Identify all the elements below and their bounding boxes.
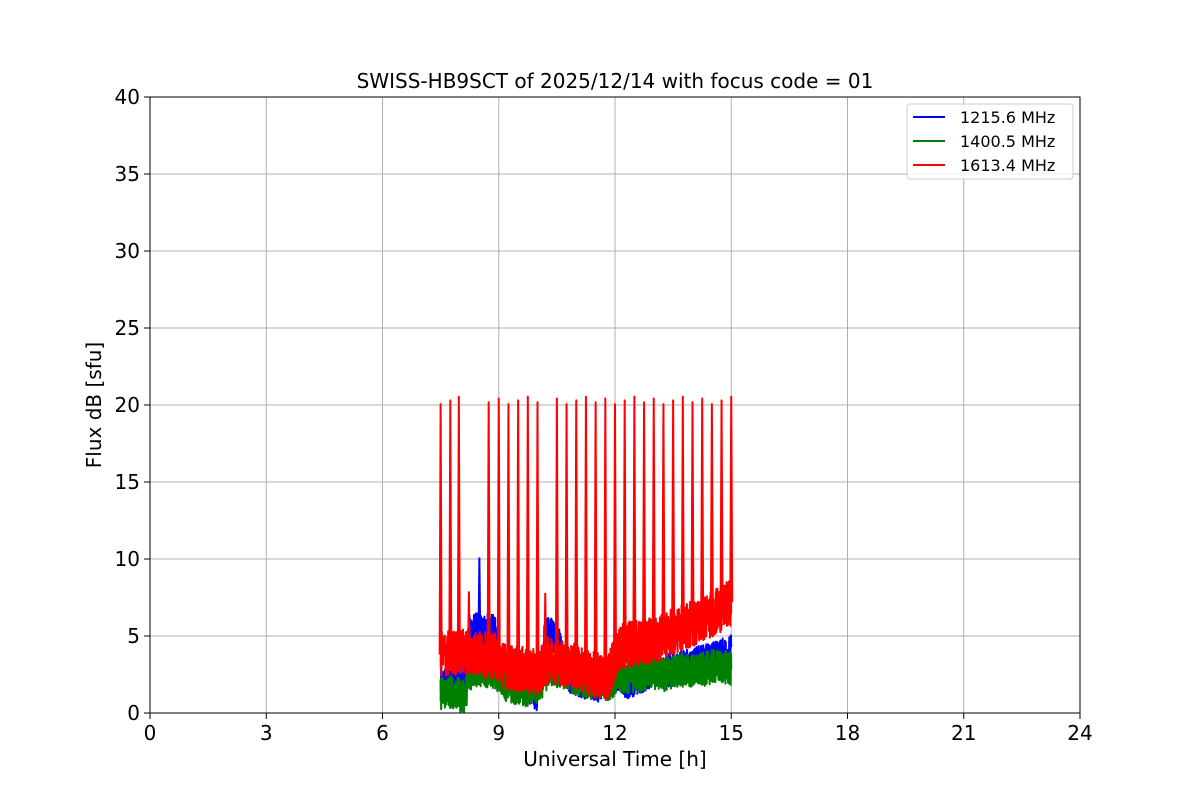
series-spike-1613: [564, 403, 569, 665]
series-spike-1613: [680, 395, 685, 628]
y-tick-label: 30: [115, 239, 140, 263]
series-spike-1613: [642, 401, 647, 643]
series-spike-1613: [506, 403, 511, 668]
series-layer: [438, 395, 734, 714]
series-peak-1613: [467, 591, 471, 653]
series-spike-1613: [525, 395, 530, 672]
x-tick-label: 3: [260, 721, 273, 745]
x-tick-label: 0: [144, 721, 157, 745]
y-tick-label: 10: [115, 547, 140, 571]
series-spike-1613: [622, 399, 627, 647]
series-spike-1613: [593, 401, 598, 676]
x-tick-label: 21: [951, 721, 976, 745]
x-tick-label: 15: [719, 721, 744, 745]
series-spike-1613: [613, 403, 617, 659]
x-tick-label: 12: [602, 721, 627, 745]
series-spike-1613: [632, 395, 637, 644]
legend-label-1215: 1215.6 MHz: [960, 108, 1055, 127]
y-axis: 0 5 10 15 20 25 30 35 40: [115, 85, 150, 725]
legend-label-1400: 1400.5 MHz: [960, 132, 1055, 151]
series-spike-1613: [661, 403, 666, 637]
x-tick-label: 24: [1067, 721, 1092, 745]
series-spike-1613: [486, 401, 491, 656]
series-spike-1613: [603, 397, 608, 678]
y-tick-label: 40: [115, 85, 140, 109]
x-tick-label: 18: [835, 721, 860, 745]
series-peak-1215: [477, 557, 482, 630]
y-tick-label: 5: [127, 624, 140, 648]
series-spike-1613: [583, 395, 588, 672]
legend-box: [906, 103, 1074, 180]
series-spike-1613: [651, 397, 656, 641]
y-tick-label: 0: [127, 701, 140, 725]
x-axis: 0 3 6 9 12 15 18 21 24: [144, 713, 1093, 745]
y-tick-label: 15: [115, 470, 140, 494]
legend-label-1613: 1613.4 MHz: [960, 156, 1055, 175]
series-peak-1613: [543, 592, 548, 664]
series-spike-1613: [448, 399, 453, 654]
series-spike-1613: [690, 401, 695, 624]
y-tick-label: 25: [115, 316, 140, 340]
series-spike-1613: [554, 397, 559, 662]
series-spike-1613: [719, 399, 724, 609]
x-tick-label: 9: [492, 721, 505, 745]
x-axis-label: Universal Time [h]: [523, 747, 706, 771]
series-spike-1613: [729, 395, 734, 603]
legend: 1215.6 MHz 1400.5 MHz 1613.4 MHz: [906, 103, 1074, 180]
series-spike-1613: [709, 403, 714, 614]
x-tick-label: 6: [376, 721, 389, 745]
series-spike-1613: [496, 397, 501, 660]
series-spike-1613: [700, 397, 705, 620]
chart-title: SWISS-HB9SCT of 2025/12/14 with focus co…: [357, 69, 874, 93]
series-spike-1613: [574, 399, 579, 667]
y-tick-label: 20: [115, 393, 140, 417]
series-spike-1613: [516, 399, 521, 670]
series-spike-1613: [535, 401, 540, 673]
y-axis-label: Flux dB [sfu]: [82, 342, 106, 468]
series-spike-1613: [438, 403, 443, 655]
y-tick-label: 35: [115, 162, 140, 186]
series-spike-1613: [671, 399, 676, 632]
series-spike-1613: [456, 395, 461, 653]
